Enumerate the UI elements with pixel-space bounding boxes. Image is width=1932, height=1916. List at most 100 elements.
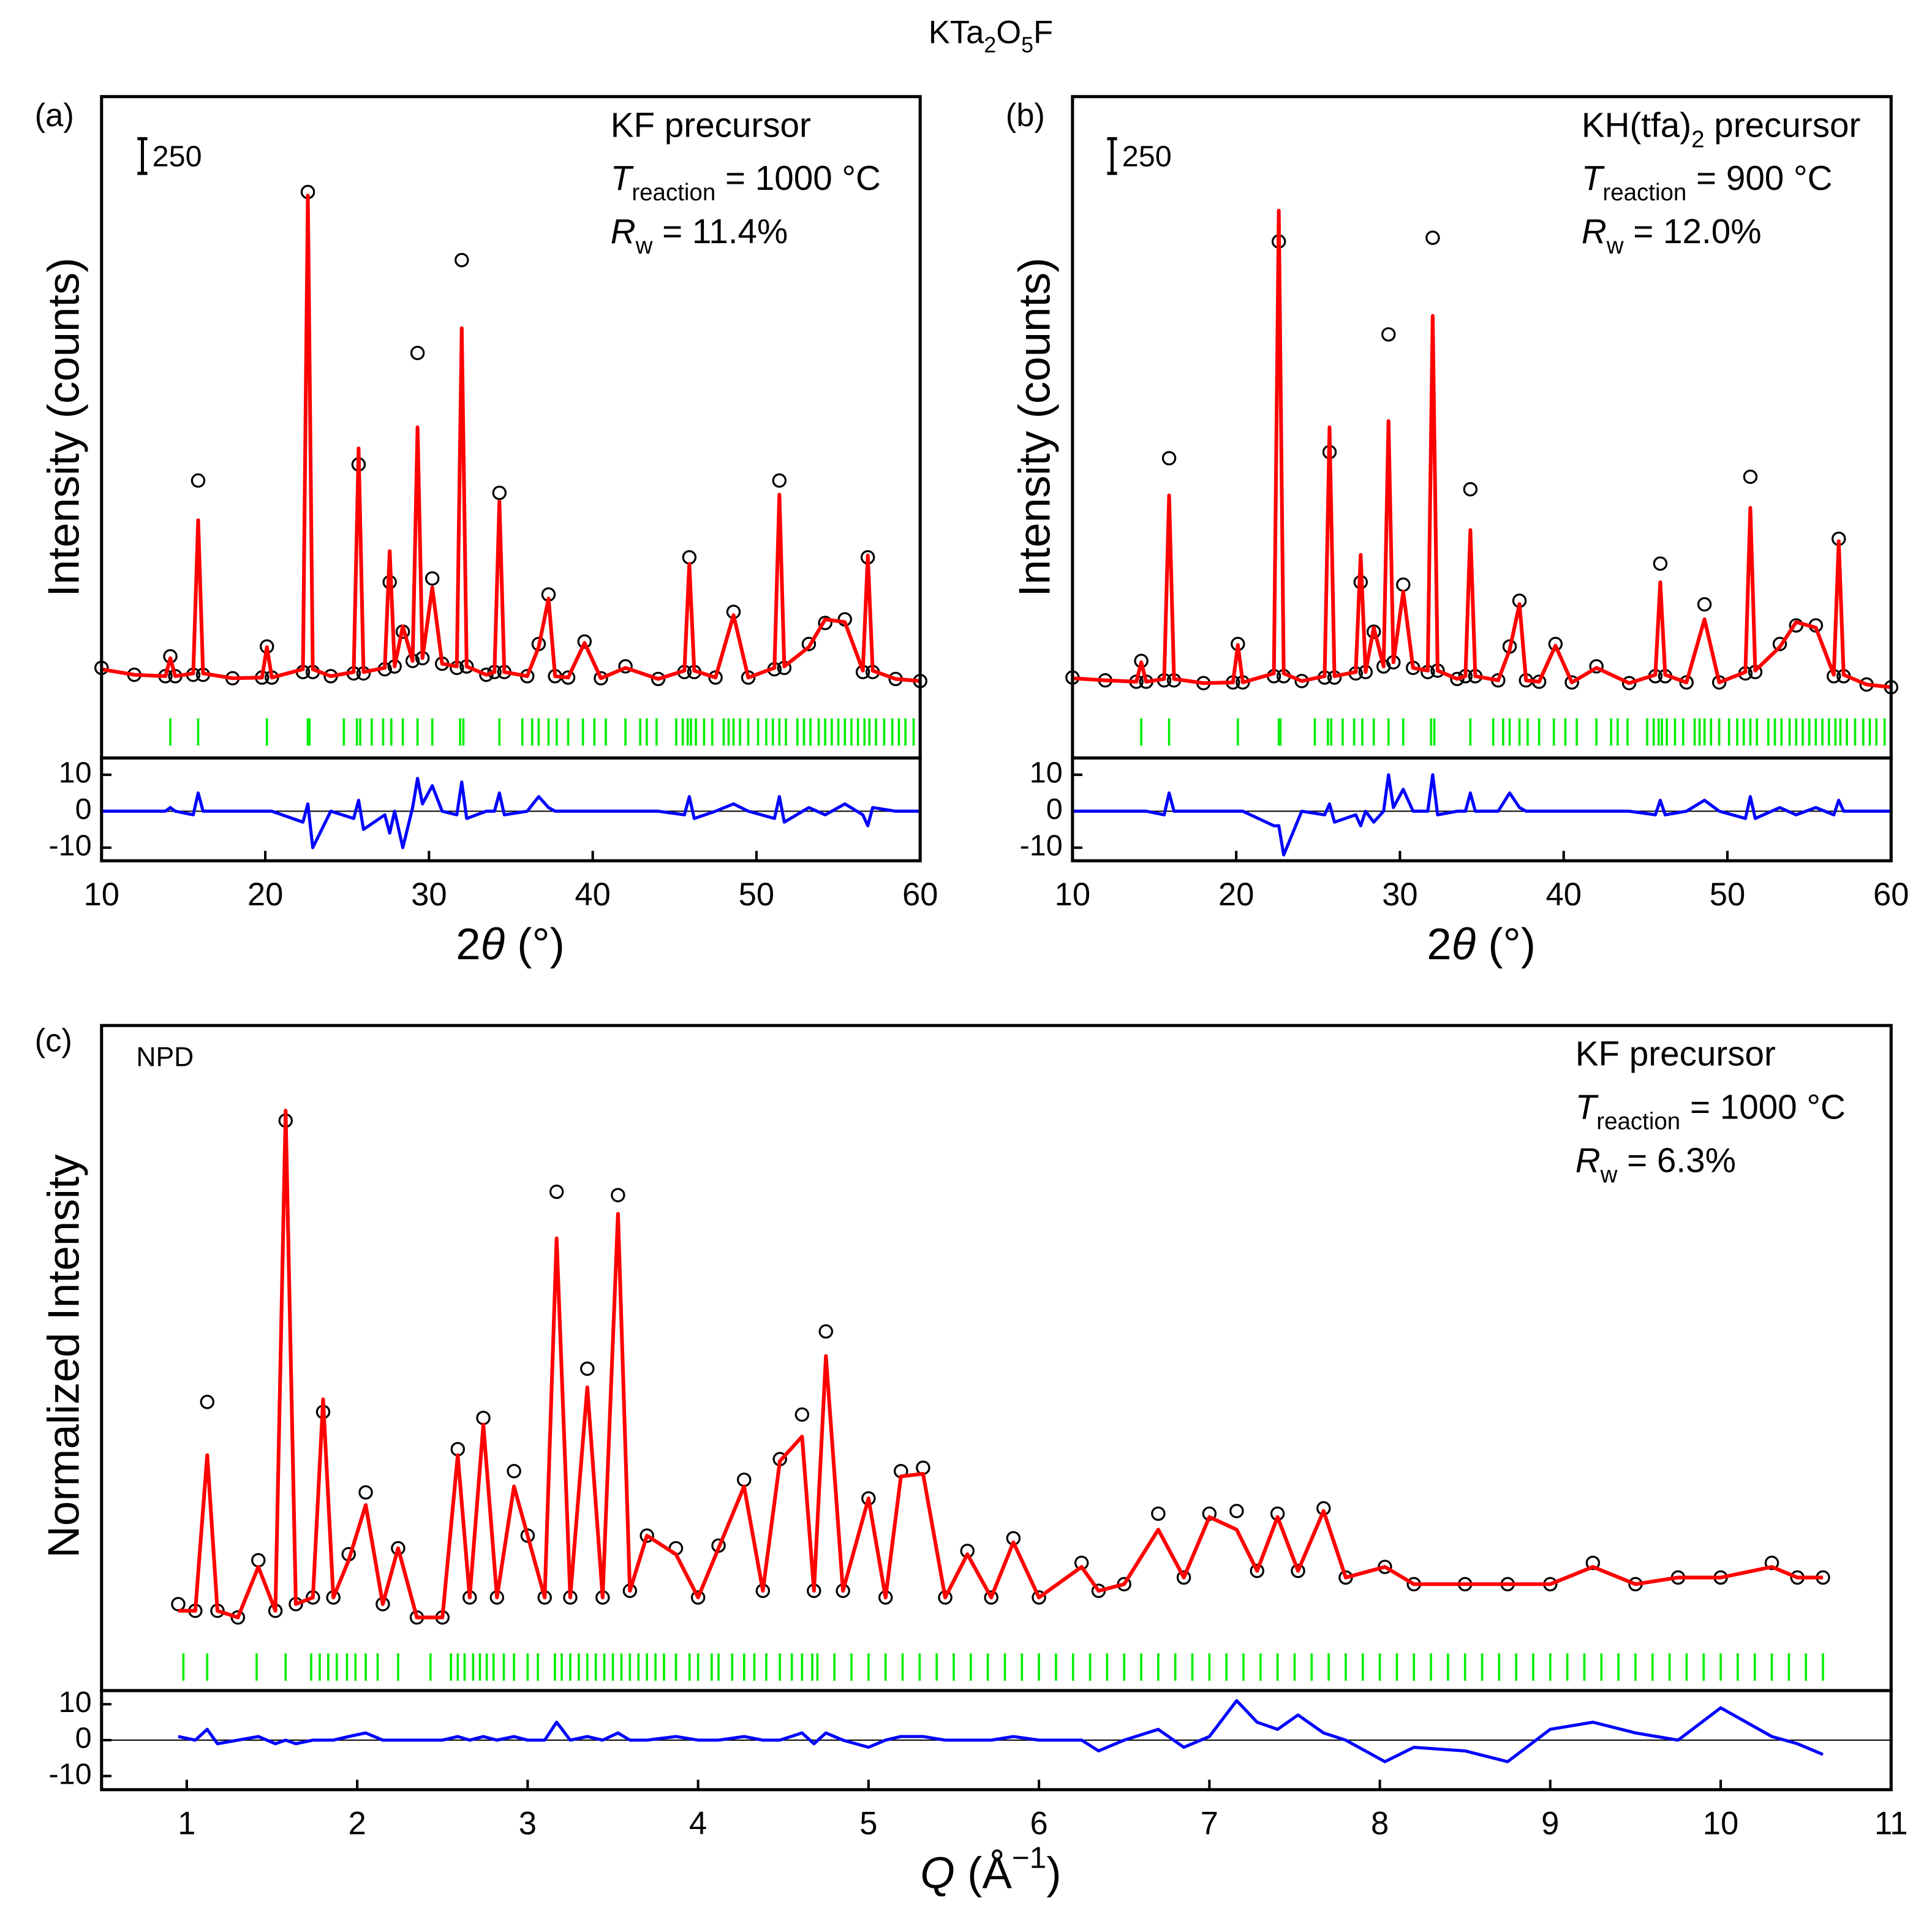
text-segment: (°) — [1476, 919, 1536, 969]
x-axis-label: Q (Å−1) — [920, 1841, 1061, 1898]
text-segment: w — [1606, 233, 1624, 259]
calculated-line — [101, 194, 921, 683]
observed-point — [1621, 676, 1637, 690]
annotation: Treaction = 900 °C — [1582, 159, 1833, 206]
observed-point — [191, 473, 206, 488]
text-segment: 2 — [984, 33, 996, 58]
observed-point — [1229, 1504, 1244, 1518]
text-segment: 5 — [1021, 33, 1033, 58]
observed-point — [984, 1590, 998, 1605]
annotation: KF precursor — [611, 105, 811, 144]
observed-point — [1176, 1570, 1191, 1585]
y-axis-label: Normalized Intensity — [39, 1154, 88, 1558]
y-tick-label: -10 — [48, 829, 91, 862]
observed-point — [1585, 1555, 1601, 1571]
text-segment: T — [1582, 159, 1605, 197]
y-axis-label: Intensity (counts) — [1009, 258, 1059, 597]
observed-point — [1291, 1563, 1305, 1578]
observed-point — [549, 1184, 564, 1199]
y-tick-label: 0 — [75, 793, 92, 826]
text-segment: KTa — [929, 15, 984, 51]
observed-point — [1743, 469, 1758, 485]
annotation: KH(tfa)2 precursor — [1582, 105, 1861, 153]
annotation: Treaction = 1000 °C — [611, 159, 881, 206]
x-tick-label: 20 — [1218, 877, 1254, 913]
panel-label: (c) — [35, 1022, 72, 1058]
observed-point — [794, 1407, 810, 1422]
calculated-line — [1072, 208, 1892, 690]
text-segment: = 1000 °C — [715, 159, 881, 197]
observed-point — [171, 1597, 186, 1612]
x-tick-label: 40 — [1545, 877, 1581, 913]
difference-line — [1072, 773, 1892, 857]
panel-label: (a) — [35, 97, 74, 134]
text-segment: −1 — [1012, 1841, 1046, 1874]
text-segment: w — [635, 233, 653, 259]
text-segment: ) — [1046, 1849, 1061, 1898]
scale-bar-label: 250 — [1122, 140, 1172, 173]
text-segment: T — [1575, 1088, 1599, 1126]
observed-point — [492, 485, 507, 500]
x-tick-label: 10 — [84, 877, 119, 913]
observed-point — [1764, 1555, 1779, 1571]
observed-point — [682, 550, 697, 565]
observed-point — [1697, 597, 1712, 612]
text-segment: (Å — [955, 1849, 1012, 1898]
text-segment: w — [1600, 1161, 1618, 1188]
text-segment: (°) — [505, 919, 565, 969]
x-axis-label: 2θ (°) — [1427, 919, 1536, 969]
text-segment: KF precursor — [611, 105, 811, 144]
text-segment: T — [611, 159, 634, 197]
x-tick-label: 20 — [247, 877, 283, 913]
annotation: Treaction = 1000 °C — [1575, 1088, 1846, 1135]
observed-point — [1589, 659, 1604, 674]
observed-point — [251, 1553, 266, 1567]
observed-point — [818, 616, 832, 630]
observed-point — [1151, 1506, 1166, 1521]
observed-point — [801, 636, 817, 652]
y-tick-label: 0 — [75, 1722, 92, 1755]
text-segment: reaction — [1602, 179, 1686, 206]
observed-point — [425, 571, 440, 586]
x-tick-label: 1 — [178, 1805, 195, 1841]
calculated-line — [178, 1109, 1823, 1620]
text-segment: θ — [1452, 919, 1476, 969]
x-axis-label: 2θ (°) — [456, 919, 565, 969]
observed-point — [580, 1361, 595, 1376]
y-axis-label: Intensity (counts) — [39, 258, 88, 597]
observed-point — [1450, 671, 1465, 687]
difference-frame — [100, 756, 922, 862]
text-segment: 2 — [1427, 919, 1451, 969]
text-segment: θ — [481, 919, 505, 969]
observed-point — [358, 1485, 373, 1500]
figure-title: KTa2O5F — [929, 15, 1053, 58]
observed-point — [1396, 577, 1411, 592]
x-tick-label: 6 — [1030, 1805, 1047, 1841]
observed-point — [507, 1463, 521, 1479]
y-tick-label: 0 — [1046, 793, 1063, 826]
observed-point — [611, 1188, 625, 1202]
text-segment: F — [1033, 15, 1053, 51]
x-tick-label: 7 — [1201, 1805, 1218, 1841]
panel-note: NPD — [136, 1043, 194, 1073]
text-segment: R — [1582, 212, 1607, 251]
observed-point — [818, 1324, 834, 1339]
x-tick-label: 60 — [902, 877, 938, 913]
scale-bar — [137, 137, 148, 175]
x-tick-label: 8 — [1371, 1805, 1389, 1841]
text-segment: precursor — [1705, 105, 1861, 144]
x-tick-label: 9 — [1541, 1805, 1559, 1841]
difference-line — [101, 777, 921, 850]
x-tick-label: 5 — [859, 1805, 877, 1841]
observed-point — [618, 659, 633, 674]
y-tick-label: -10 — [1020, 829, 1063, 862]
x-tick-label: 60 — [1873, 877, 1909, 913]
x-tick-label: 10 — [1055, 877, 1090, 913]
text-segment: 2 — [456, 919, 480, 969]
y-tick-label: -10 — [48, 1757, 91, 1790]
observed-point — [410, 345, 425, 360]
observed-point — [200, 1395, 215, 1409]
text-segment: KF precursor — [1575, 1035, 1776, 1073]
observed-point — [476, 1411, 491, 1425]
